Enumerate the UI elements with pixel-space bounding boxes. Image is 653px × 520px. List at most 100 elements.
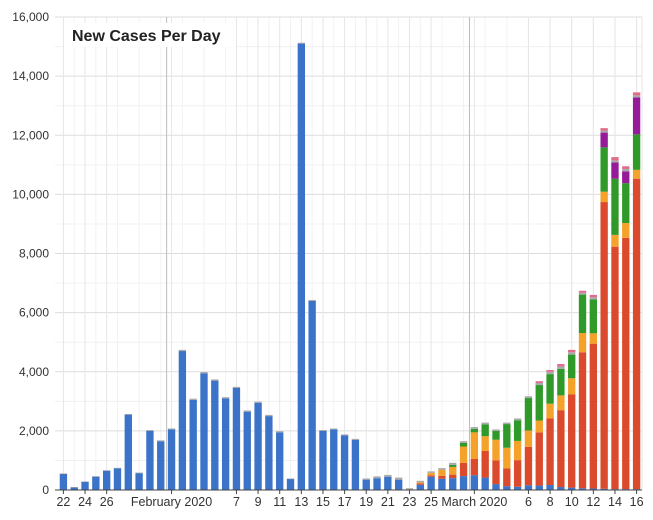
x-tick-label: 7 [233, 495, 240, 509]
bar-segment [622, 168, 630, 172]
bar-segment [427, 471, 435, 473]
bar-segment [297, 42, 306, 44]
bar-segment [589, 343, 598, 489]
bar-segment [221, 397, 230, 399]
y-tick-label: 14,000 [12, 69, 49, 83]
bar-segment [319, 429, 327, 431]
bar-segment [600, 191, 608, 203]
bar-segment [297, 43, 306, 491]
y-tick-label: 8,000 [19, 247, 49, 261]
month-gridlines [166, 17, 470, 490]
bar-segment [405, 488, 414, 490]
bar-segment [449, 474, 457, 479]
bar-segment [622, 166, 630, 169]
x-tick-label: 8 [547, 495, 554, 509]
bar-segment [416, 482, 424, 484]
bar-segment [459, 441, 468, 443]
bar-segment [600, 130, 608, 133]
bar-segment [373, 476, 381, 479]
bar-segment [157, 441, 165, 490]
bar-segment [622, 237, 630, 490]
bar-segment [319, 430, 327, 491]
bar-segment [221, 398, 230, 490]
x-tick-label: 12 [586, 495, 600, 509]
bar-segment [557, 487, 565, 490]
bar-segment [265, 414, 273, 417]
bar-segment [351, 438, 360, 440]
bar-segment [438, 475, 446, 479]
bar-segment [157, 440, 165, 442]
bar-segment [600, 147, 608, 192]
bar-segment [546, 369, 554, 372]
bar-segment [600, 132, 608, 148]
bar-segment [340, 435, 349, 490]
x-tick-label: 24 [78, 495, 92, 509]
bar-segment [632, 178, 641, 490]
bar-segment [438, 469, 446, 476]
y-tick-label: 4,000 [19, 365, 49, 379]
bar-segment [524, 430, 533, 447]
y-axis-ticks: 0 2,000 4,000 6,000 8,000 10,000 12,000 14,000 1… [12, 10, 49, 497]
bar-segment [481, 477, 489, 490]
bar-segment [503, 468, 511, 487]
bar-segment [416, 483, 424, 485]
bar-segment [459, 443, 468, 447]
bar-segment [589, 333, 598, 344]
bar-segment [546, 484, 554, 490]
bar-segment [178, 351, 187, 490]
bar-segment [135, 472, 143, 474]
x-tick-label: 26 [100, 495, 114, 509]
bar-segment [459, 462, 468, 477]
bar-segment [557, 364, 565, 367]
bar-segment [70, 487, 78, 490]
x-tick-label: 21 [381, 495, 395, 509]
bar-segment [243, 410, 251, 412]
bar-segment [503, 424, 511, 448]
bar-segment [254, 402, 262, 490]
bar-segment [578, 488, 587, 490]
bar-segment [546, 371, 554, 375]
bar-segment [513, 460, 522, 487]
bar-segment [167, 429, 176, 490]
bar-segment [632, 95, 641, 98]
bar-segment [546, 374, 554, 404]
bar-segment [578, 290, 587, 293]
bar-segment [578, 294, 587, 334]
bar-segment [568, 349, 576, 353]
bar-segment [611, 157, 619, 161]
bar-segment [232, 386, 241, 389]
bar-segment [589, 297, 598, 300]
bar-segment [503, 447, 511, 469]
bar-segment [481, 424, 489, 437]
bar-segment [167, 428, 176, 430]
bar-segment [92, 476, 100, 477]
bar-segment [600, 202, 608, 489]
bar-segment [632, 169, 641, 179]
bar-segment [611, 160, 619, 163]
y-tick-label: 16,000 [12, 10, 49, 24]
bar-segment [600, 488, 608, 490]
bar-segment [70, 487, 78, 488]
bar-segment [513, 420, 522, 441]
bar-series [59, 42, 641, 491]
bar-segment [81, 481, 89, 483]
bar-segment [449, 462, 457, 465]
bar-segment [492, 460, 500, 485]
bar-segment [524, 398, 533, 431]
bar-segment [102, 470, 111, 490]
bar-segment [362, 479, 370, 490]
bar-segment [394, 477, 403, 480]
bar-segment [535, 381, 543, 383]
bar-segment [513, 418, 522, 421]
bar-segment [459, 446, 468, 463]
bar-segment [416, 484, 424, 490]
y-tick-label: 12,000 [12, 128, 49, 142]
x-tick-label: 16 [630, 495, 644, 509]
bar-segment [81, 481, 89, 490]
bar-segment [632, 92, 641, 96]
bar-segment [503, 422, 511, 425]
bar-segment [611, 234, 619, 247]
bar-segment [416, 480, 424, 483]
bar-segment [546, 403, 554, 419]
